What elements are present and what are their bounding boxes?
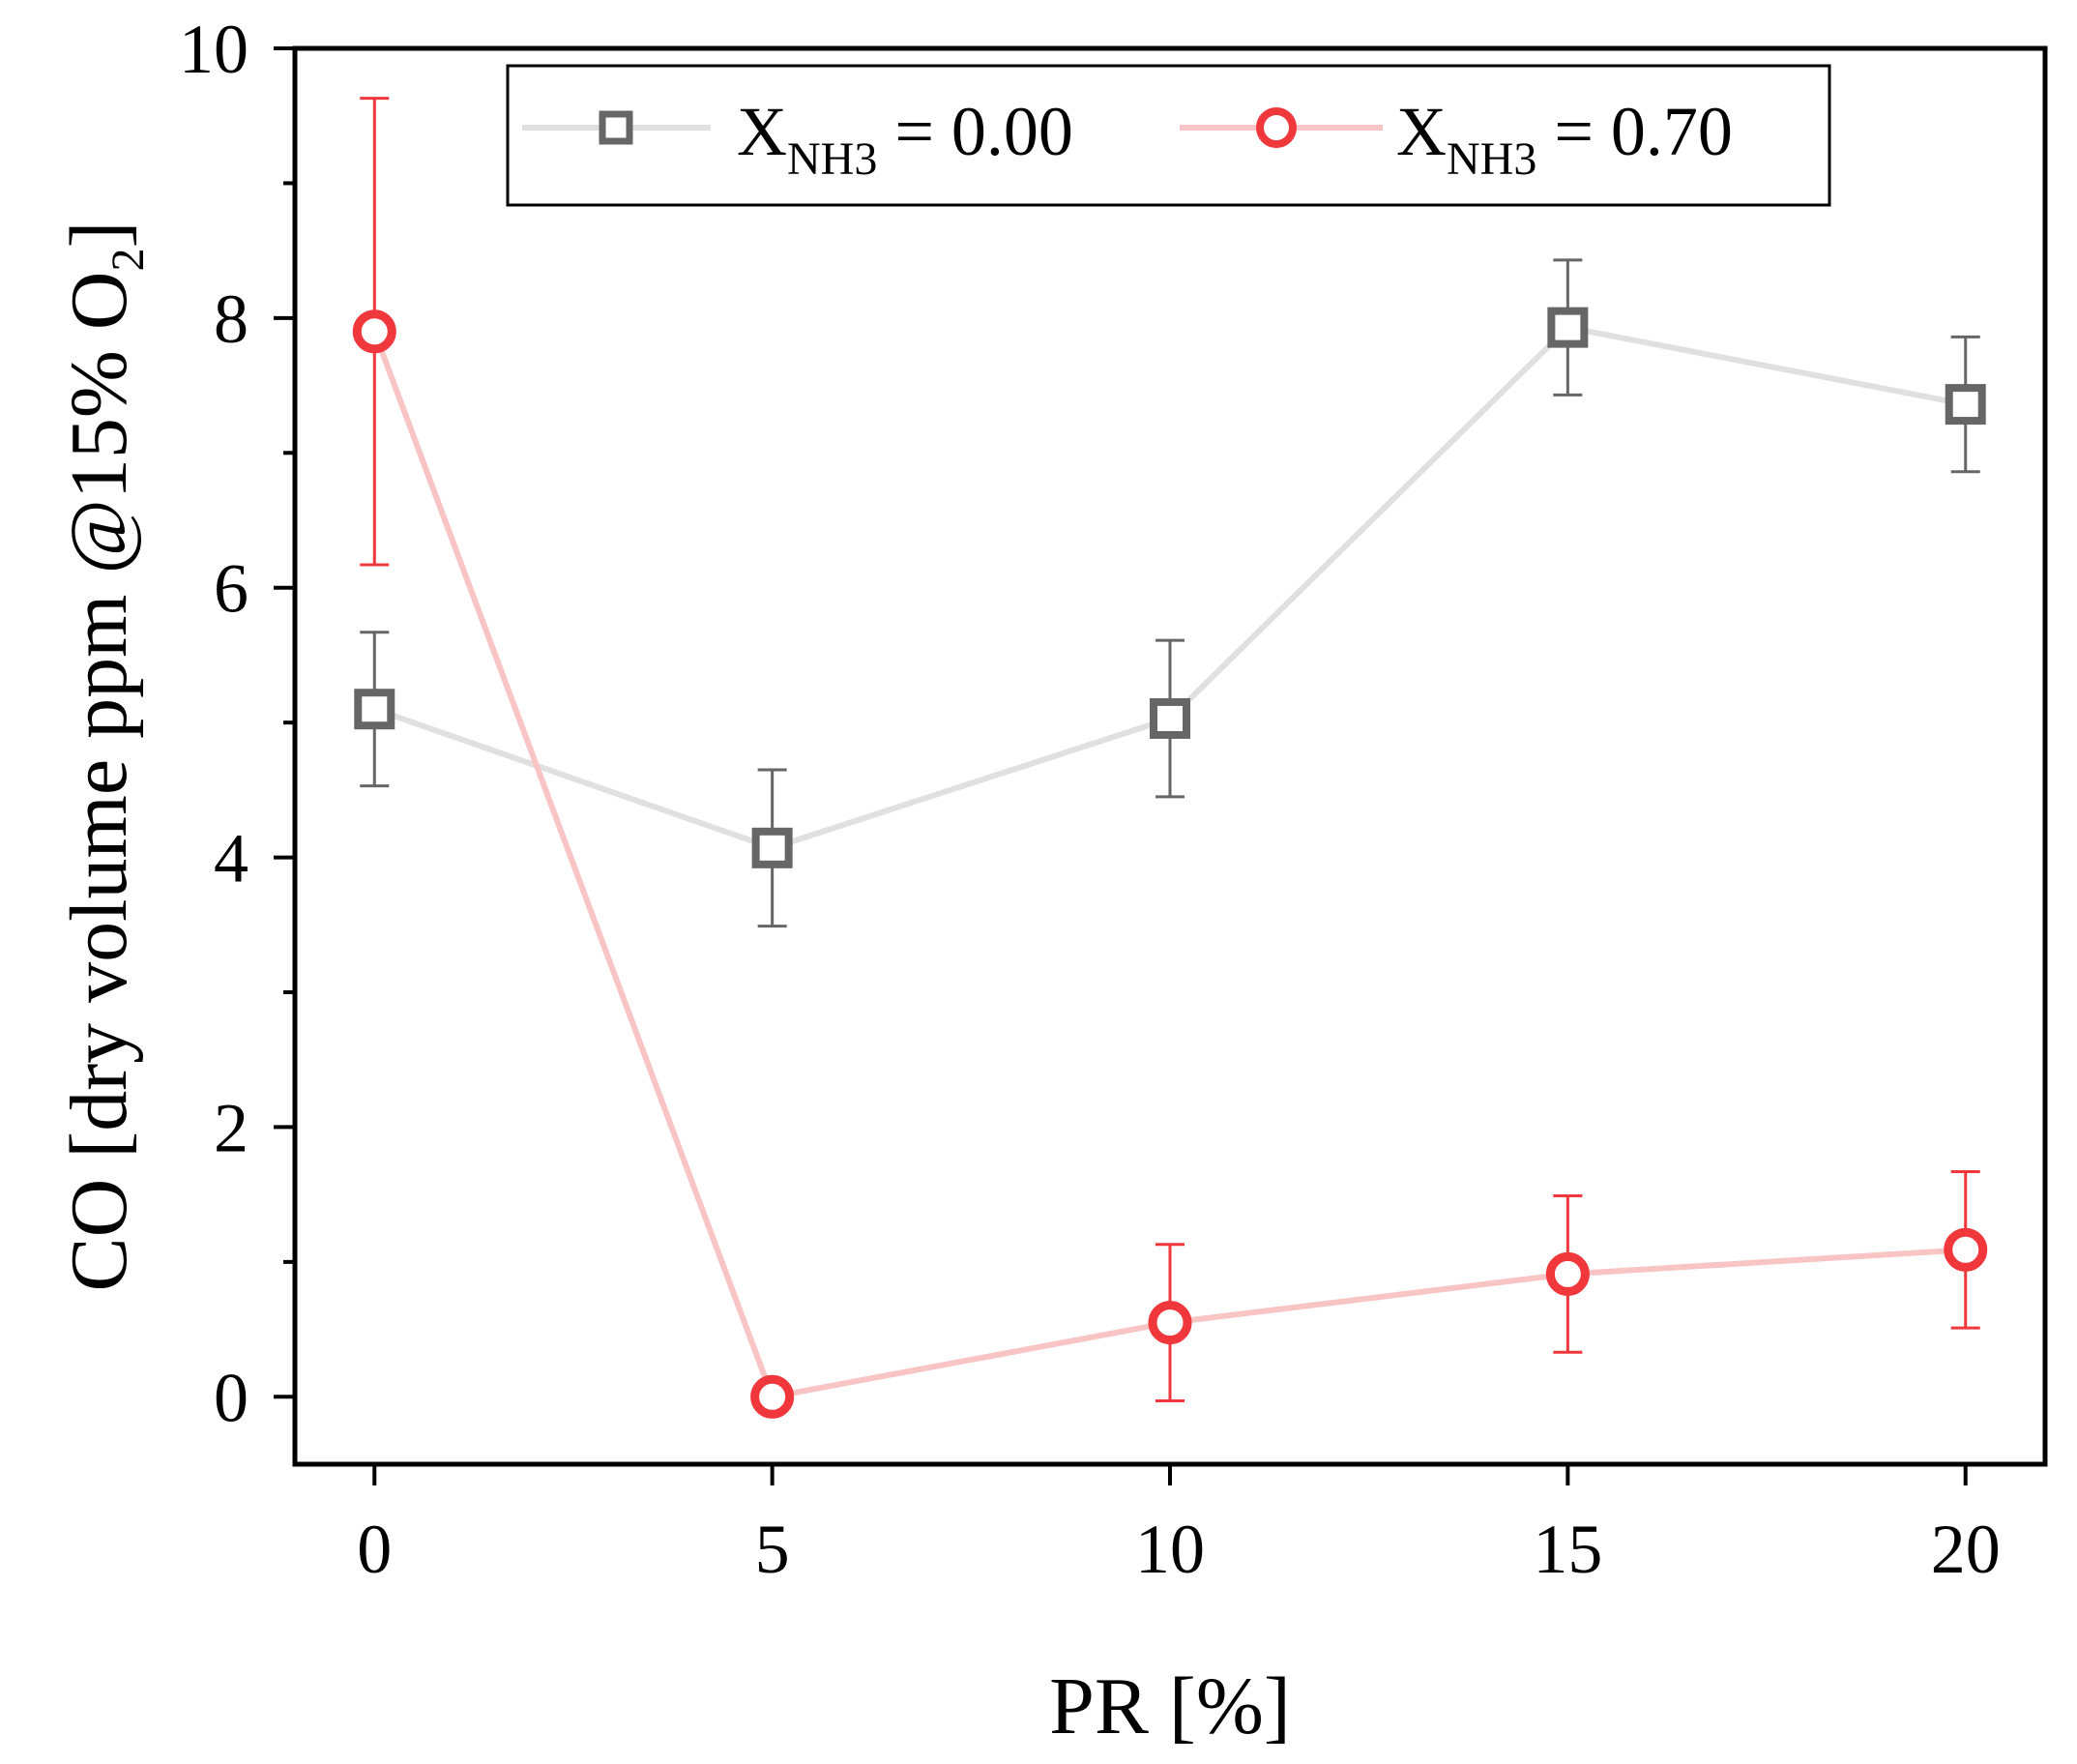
y-tick-label: 2 (214, 1089, 249, 1166)
legend-label-series-2: XNH3 = 0.70 (1396, 93, 1733, 185)
y-tick-label: 0 (214, 1359, 249, 1436)
legend: XNH3 = 0.00 XNH3 = 0.70 (506, 64, 1831, 207)
plot-series (352, 97, 1988, 1419)
data-point-circle (1944, 1227, 1988, 1272)
y-tick-label: 8 (214, 280, 249, 358)
axis-ticks: 0 5 10 15 20 0 2 4 6 8 10 (179, 11, 2001, 1588)
x-tick-label: 0 (357, 1511, 392, 1588)
data-point-circle (1545, 1251, 1590, 1296)
x-tick-label: 15 (1533, 1511, 1602, 1588)
y-tick-label: 6 (214, 550, 249, 628)
x-tick-label: 10 (1135, 1511, 1205, 1588)
y-tick-label: 10 (179, 11, 249, 88)
x-tick-label: 5 (755, 1511, 790, 1588)
legend-marker-series-1 (599, 110, 633, 145)
legend-label-series-1: XNH3 = 0.00 (737, 93, 1073, 185)
plot-frame (292, 45, 2048, 1467)
legend-box (506, 64, 1831, 207)
x-tick-label: 20 (1931, 1511, 2001, 1588)
legend-marker-series-2 (1256, 107, 1297, 148)
y-axis-title: CO [dry volume ppm @15% O2] (54, 221, 154, 1292)
data-point-circle (352, 309, 396, 354)
data-point-square (354, 689, 395, 730)
data-point-circle (1148, 1301, 1192, 1345)
data-point-square (1945, 384, 1986, 426)
x-axis-title: PR [%] (1049, 1661, 1291, 1751)
data-point-circle (750, 1374, 795, 1419)
data-point-square (751, 827, 793, 868)
data-point-square (1547, 307, 1589, 348)
series-line-2 (371, 330, 1966, 1400)
y-tick-label: 4 (214, 820, 249, 897)
data-point-square (1150, 697, 1190, 739)
